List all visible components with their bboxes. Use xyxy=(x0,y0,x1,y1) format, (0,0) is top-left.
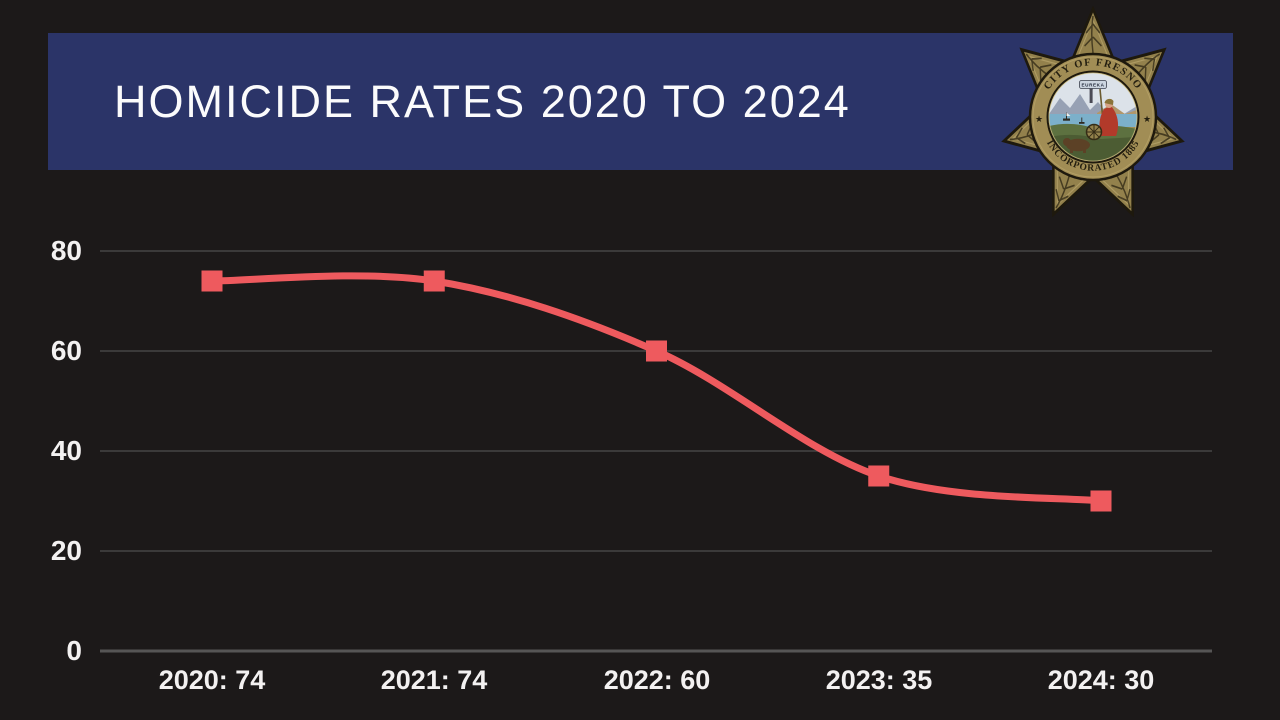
scene-ship xyxy=(1063,112,1071,121)
badge-motto-text: EUREKA xyxy=(1082,83,1105,88)
y-tick-label: 20 xyxy=(50,535,82,566)
page-title: HOMICIDE RATES 2020 TO 2024 xyxy=(114,75,851,127)
scene-wheel-spokes xyxy=(1086,124,1102,140)
badge-scene-rim xyxy=(1048,72,1138,162)
badge-ring-outer-bevel xyxy=(1032,56,1154,178)
scene-minerva-helmet xyxy=(1104,98,1114,105)
x-tick-label-2022: 2022: 60 xyxy=(603,665,711,695)
badge-star-glyph-right: ★ xyxy=(1143,114,1151,124)
y-tick-label: 0 xyxy=(66,635,82,666)
y-tick-label: 40 xyxy=(50,435,82,466)
x-tick-label-2023: 2023: 35 xyxy=(825,665,933,695)
y-tick-label: 60 xyxy=(50,335,82,366)
scene-minerva-robe xyxy=(1099,106,1119,136)
data-point-marker-2020 xyxy=(201,270,223,292)
x-tick-label-2020: 2020: 74 xyxy=(158,665,266,695)
scene-bear xyxy=(1063,138,1090,153)
scene-ship-2 xyxy=(1079,117,1085,124)
homicide-trend-line xyxy=(208,272,1105,505)
data-point-marker-2023 xyxy=(868,465,890,487)
x-tick-label-2021: 2021: 74 xyxy=(380,665,488,695)
data-point-marker-2022 xyxy=(646,340,667,362)
y-tick-label: 80 xyxy=(50,235,82,266)
city-of-fresno-badge: CITY OF FRESNO INCORPORATED 1885 ★ ★ xyxy=(1001,6,1185,218)
data-point-marker-2024 xyxy=(1090,490,1112,512)
data-point-marker-2021 xyxy=(423,270,445,292)
scene-motto-banner xyxy=(1079,80,1107,89)
badge-ring-inner-border xyxy=(1046,70,1140,164)
badge-star-glyph-left: ★ xyxy=(1035,114,1043,124)
scene-tower xyxy=(1089,89,1093,103)
x-tick-label-2024: 2024: 30 xyxy=(1047,665,1155,695)
